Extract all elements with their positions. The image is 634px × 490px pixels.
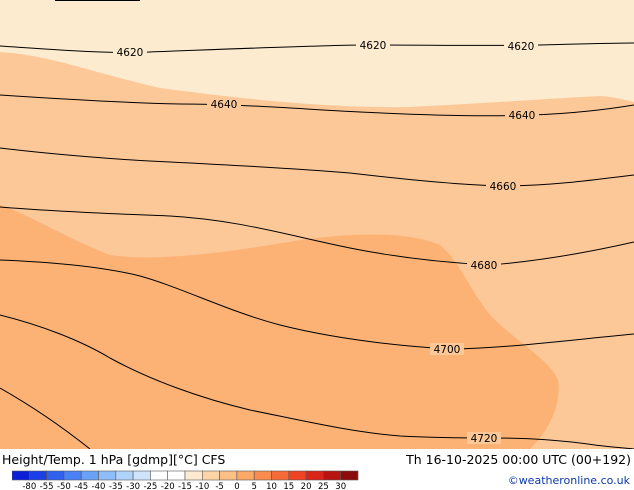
color-scale-box <box>323 470 341 481</box>
color-scale-box <box>115 470 134 481</box>
color-scale-tick-label: 25 <box>318 482 329 490</box>
contour-line-4680 <box>0 206 634 266</box>
color-scale-tick-label: -80 <box>22 482 36 490</box>
temperature-zone-dark <box>0 205 559 449</box>
color-scale-tick-label: -25 <box>143 482 157 490</box>
color-scale-box <box>12 470 30 481</box>
color-scale-tick-label: -35 <box>109 482 123 490</box>
contour-label: 4640 <box>509 110 536 122</box>
contour-label: 4680 <box>471 260 498 272</box>
color-scale-box <box>202 470 220 481</box>
color-scale-box <box>46 470 65 481</box>
color-scale-box <box>63 470 82 481</box>
color-scale-tick-label: -40 <box>92 482 106 490</box>
weather-map: 4620 4620 4620 4640 4640 4660 4680 4700 … <box>0 0 634 449</box>
color-scale-tick-label: 0 <box>234 482 239 490</box>
color-scale-tick-label: -10 <box>195 482 209 490</box>
color-scale-box <box>288 470 307 481</box>
color-scale-tick-label: -20 <box>161 482 175 490</box>
color-scale-box <box>98 470 117 481</box>
contour-label: 4720 <box>471 433 498 445</box>
color-scale-tick-label: 5 <box>251 482 256 490</box>
color-scale-box <box>80 470 99 481</box>
contour-label: 4700 <box>434 344 461 356</box>
color-scale-box <box>150 470 168 481</box>
color-scale-box <box>132 470 151 481</box>
contour-label: 4640 <box>211 99 238 111</box>
color-scale-tick-label: -55 <box>40 482 54 490</box>
contour-line-4700 <box>0 259 634 350</box>
color-scale-box <box>253 470 272 481</box>
color-scale-tick-label: -5 <box>215 482 223 490</box>
color-scale-tick-label: -30 <box>126 482 140 490</box>
map-title: Height/Temp. 1 hPa [gdmp][°C] CFS <box>2 452 226 467</box>
contour-line-4740 <box>0 387 91 449</box>
contour-label: 4620 <box>117 47 144 59</box>
color-scale-boxes <box>12 470 359 481</box>
contour-line-4720 <box>0 314 634 449</box>
color-scale-tick-label: 15 <box>283 482 294 490</box>
color-scale-box <box>167 470 186 481</box>
contour-label: 4620 <box>508 41 535 53</box>
color-scale-tick-label: 30 <box>335 482 346 490</box>
contour-lines <box>0 42 634 449</box>
color-scale-box <box>271 470 290 481</box>
color-scale: -80 -55 -50 -45 -40 -35 -30 -25 -20 -15 -10 -5 0 5 10 1… <box>12 470 359 490</box>
contour-line-4640 <box>0 94 634 117</box>
color-scale-tick-label: 10 <box>266 482 277 490</box>
color-scale-ticks: -80 -55 -50 -45 -40 -35 -30 -25 -20 -15 -10 -5 0 5 10 1… <box>22 482 346 490</box>
color-scale-box <box>340 470 359 481</box>
contour-line-4660 <box>0 147 634 187</box>
contour-labels: 4620 4620 4620 4640 4640 4660 4680 4700 … <box>113 39 539 445</box>
contour-label: 4660 <box>490 181 517 193</box>
color-scale-box <box>236 470 255 481</box>
credit-link[interactable]: ©weatheronline.co.uk <box>507 474 630 487</box>
contour-line-4620 <box>0 42 634 54</box>
contour-label: 4620 <box>360 40 387 52</box>
color-scale-tick-label: 20 <box>301 482 312 490</box>
color-scale-tick-label: -50 <box>57 482 71 490</box>
color-scale-tick-label: -45 <box>74 482 88 490</box>
valid-time: Th 16-10-2025 00:00 UTC (00+192) <box>406 452 631 467</box>
color-scale-box <box>28 470 47 481</box>
color-scale-box <box>305 470 324 481</box>
color-scale-box <box>184 470 203 481</box>
footer: Height/Temp. 1 hPa [gdmp][°C] CFS Th 16-… <box>0 449 634 490</box>
color-scale-box <box>219 470 238 481</box>
color-scale-tick-label: -15 <box>178 482 192 490</box>
